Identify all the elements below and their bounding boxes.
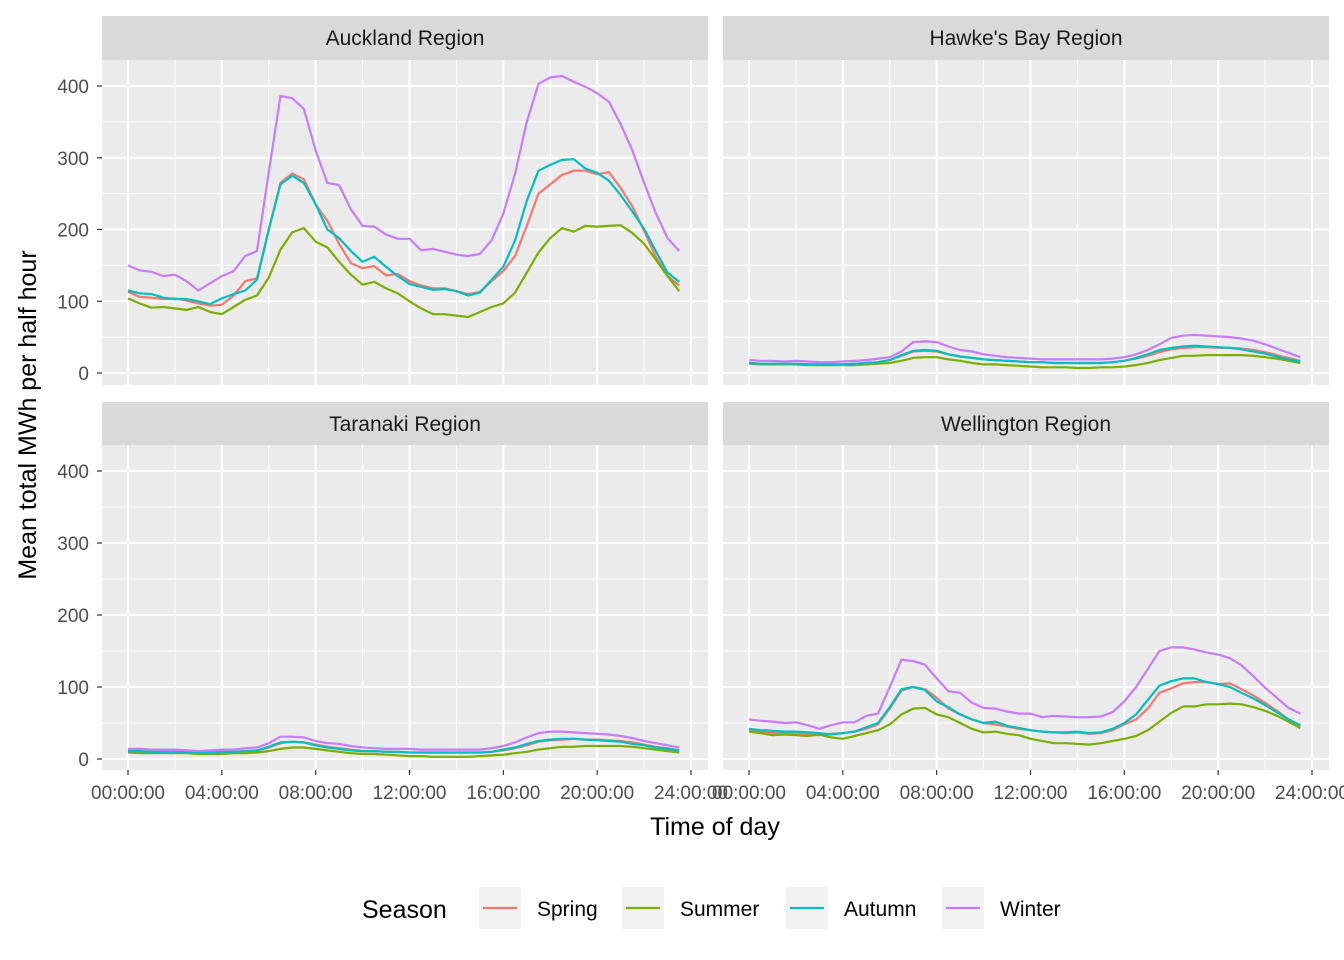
legend-title: Season bbox=[362, 896, 447, 924]
panel-background bbox=[723, 445, 1329, 770]
series-line-autumn bbox=[748, 677, 1301, 736]
x-tick-label: 08:00:00 bbox=[900, 783, 974, 804]
series-line-winter bbox=[748, 333, 1301, 364]
legend-item-autumn: Autumn bbox=[786, 887, 916, 929]
x-tick-label: 24:00:00 bbox=[1275, 783, 1344, 804]
legend-label: Spring bbox=[537, 898, 598, 921]
facet-panel: Wellington Region 00:00:00 04:00:00 08:00:0… bbox=[712, 402, 1344, 804]
legend-label: Autumn bbox=[844, 898, 916, 921]
legend-item-winter: Winter bbox=[942, 887, 1061, 929]
y-tick-label: 0 bbox=[78, 750, 89, 771]
x-tick-label: 12:00:00 bbox=[994, 783, 1068, 804]
panel-background bbox=[723, 60, 1329, 385]
series-line-autumn bbox=[748, 344, 1301, 366]
legend-label: Winter bbox=[1000, 898, 1061, 921]
facet-title: Hawke's Bay Region bbox=[929, 27, 1122, 50]
y-tick-label: 300 bbox=[57, 534, 89, 555]
x-tick-label: 16:00:00 bbox=[1087, 783, 1161, 804]
x-tick-label: 04:00:00 bbox=[185, 783, 259, 804]
y-tick-label: 400 bbox=[57, 462, 89, 483]
legend: Season Spring Summer Autumn Winter bbox=[362, 887, 1061, 929]
facet-panel: Taranaki Region 0 100 200 300 400 00:00:00 04:0… bbox=[57, 402, 728, 804]
facet-title: Auckland Region bbox=[326, 27, 485, 50]
y-tick-label: 100 bbox=[57, 678, 89, 699]
facet-panel: Hawke's Bay Region bbox=[723, 16, 1329, 385]
series-line-summer bbox=[127, 744, 680, 758]
x-tick-label: 08:00:00 bbox=[279, 783, 353, 804]
y-tick-label: 400 bbox=[57, 77, 89, 98]
y-tick-label: 100 bbox=[57, 292, 89, 313]
panel-background bbox=[102, 445, 708, 770]
series-line-winter bbox=[128, 730, 680, 753]
facet-strip bbox=[102, 402, 708, 445]
series-line-autumn bbox=[127, 158, 680, 306]
series-line-spring bbox=[127, 169, 680, 307]
x-tick-label: 00:00:00 bbox=[91, 783, 165, 804]
y-tick-label: 200 bbox=[57, 221, 89, 242]
series-line-winter bbox=[748, 646, 1301, 730]
legend-label: Summer bbox=[680, 898, 759, 921]
legend-item-summer: Summer bbox=[622, 887, 759, 929]
series-line-summer bbox=[748, 702, 1301, 746]
series-line-summer bbox=[127, 224, 681, 319]
y-tick-label: 300 bbox=[57, 149, 89, 170]
facet-panel: Auckland Region 0 100 200 300 400 bbox=[57, 16, 708, 385]
x-tick-label: 24:00:00 bbox=[654, 783, 728, 804]
facet-strip bbox=[102, 16, 708, 60]
x-tick-label: 12:00:00 bbox=[373, 783, 447, 804]
y-tick-label: 0 bbox=[78, 364, 89, 385]
facet-title: Wellington Region bbox=[941, 413, 1111, 436]
series-line-winter bbox=[127, 74, 681, 292]
facet-title: Taranaki Region bbox=[329, 413, 481, 436]
legend-item-spring: Spring bbox=[479, 887, 598, 929]
y-tick-label: 200 bbox=[57, 606, 89, 627]
series-line-autumn bbox=[128, 737, 680, 754]
facet-strip bbox=[723, 16, 1329, 60]
facet-strip bbox=[723, 402, 1329, 445]
x-tick-label: 04:00:00 bbox=[806, 783, 880, 804]
x-axis-title: Time of day bbox=[650, 813, 780, 841]
panel-background bbox=[102, 60, 708, 385]
x-tick-label: 16:00:00 bbox=[466, 783, 540, 804]
x-tick-label: 20:00:00 bbox=[560, 783, 634, 804]
x-tick-label: 20:00:00 bbox=[1181, 783, 1255, 804]
y-axis-title: Mean total MWh per half hour bbox=[14, 250, 42, 579]
x-tick-label: 00:00:00 bbox=[712, 783, 786, 804]
